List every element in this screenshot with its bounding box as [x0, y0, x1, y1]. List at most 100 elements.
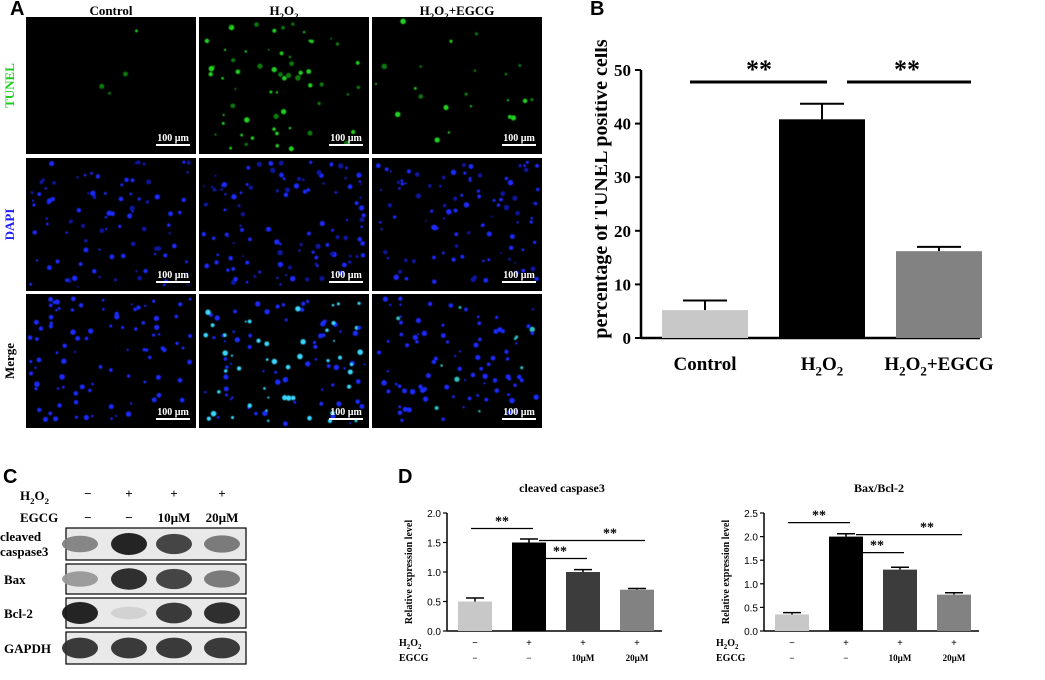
cell-dot [88, 388, 92, 393]
cell-dot [231, 58, 236, 63]
cell-dot [330, 37, 333, 40]
cell-dot [331, 383, 335, 387]
h2o2-mark: − [84, 486, 91, 501]
cell-dot [412, 334, 418, 341]
cell-dot [156, 392, 162, 398]
cell-dot [359, 217, 365, 223]
cell-dot [79, 384, 85, 390]
cell-dot [434, 137, 440, 143]
bar [775, 614, 809, 631]
cell-dot [232, 241, 235, 245]
cell-dot [179, 397, 185, 403]
cell-dot [289, 275, 296, 282]
cell-dot [143, 380, 147, 384]
micrograph-tile: 100 µm [199, 294, 369, 428]
cell-dot [275, 304, 280, 309]
cell-dot [347, 260, 352, 264]
cell-dot [530, 97, 534, 102]
cell-dot [521, 248, 525, 252]
cell-dot [216, 415, 220, 419]
cell-dot [525, 160, 529, 164]
cell-dot [145, 200, 150, 204]
cell-dot [432, 225, 438, 231]
cell-dot [535, 187, 540, 192]
cell-dot [499, 197, 503, 202]
cell-dot [333, 364, 340, 371]
cell-dot [533, 201, 538, 206]
cell-dot [462, 406, 465, 409]
cell-dot [224, 369, 228, 373]
cell-dot [512, 195, 518, 201]
cell-dot [321, 333, 326, 338]
cell-dot [448, 303, 454, 308]
cell-dot [263, 387, 266, 390]
cell-dot [492, 198, 496, 202]
cell-dot [91, 414, 94, 418]
cell-dot [319, 401, 324, 406]
cell-dot [336, 302, 340, 306]
cell-dot [224, 393, 228, 397]
cell-dot [507, 257, 511, 261]
cell-dot [152, 299, 156, 303]
cell-dot [387, 203, 393, 208]
cell-dot [227, 235, 230, 238]
cell-dot [510, 115, 517, 121]
cell-dot [319, 275, 325, 281]
cell-dot [98, 248, 101, 251]
micrograph-tile: 100 µm [199, 17, 369, 154]
cell-dot [504, 72, 508, 76]
cell-dot [330, 413, 336, 420]
cell-dot [504, 176, 509, 181]
cell-dot [393, 274, 399, 281]
cell-dot [441, 417, 445, 422]
cell-dot [233, 309, 237, 314]
cell-dot [302, 189, 308, 194]
cell-dot [57, 403, 62, 408]
protein-band [204, 535, 240, 553]
cell-dot [468, 176, 472, 180]
scale-bar-label: 100 µm [330, 407, 362, 418]
micrograph-background [372, 17, 542, 154]
cell-dot [211, 236, 216, 241]
cell-dot [469, 105, 473, 108]
cell-dot [421, 330, 428, 337]
cell-dot [71, 296, 76, 302]
cell-dot [265, 226, 271, 232]
cell-dot [108, 404, 114, 410]
cell-dot [404, 407, 409, 411]
cell-dot [154, 194, 160, 200]
egcg-mark: 20µM [626, 653, 649, 663]
cell-dot [359, 403, 365, 409]
cell-dot [417, 333, 420, 336]
cell-dot [344, 176, 348, 180]
h2o2-mark: + [843, 638, 849, 649]
cell-dot [359, 196, 362, 199]
cell-dot [439, 185, 442, 188]
cell-dot [231, 267, 236, 271]
cell-dot [431, 279, 437, 284]
cell-dot [514, 261, 517, 264]
cell-dot [398, 405, 402, 409]
cell-dot [181, 346, 185, 350]
cell-dot [37, 192, 42, 197]
cell-dot [400, 418, 404, 423]
cell-dot [76, 176, 79, 179]
cell-dot [258, 270, 262, 274]
cell-dot [203, 185, 206, 188]
band-label: Bax [4, 572, 26, 587]
protein-band [156, 533, 192, 555]
cell-dot [492, 378, 498, 383]
cell-dot [398, 269, 403, 274]
cell-dot [177, 377, 183, 383]
cell-dot [130, 241, 136, 247]
cell-dot [102, 307, 105, 311]
significance-label: ** [746, 55, 772, 84]
cell-dot [285, 395, 292, 401]
cell-dot [234, 88, 237, 91]
cell-dot [453, 354, 457, 358]
cell-dot [441, 323, 445, 327]
cell-dot [377, 350, 382, 355]
cell-dot [433, 356, 438, 361]
cell-dot [73, 391, 79, 396]
